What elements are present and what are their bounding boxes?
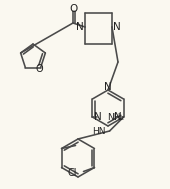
Text: HN: HN	[92, 128, 106, 136]
Text: O: O	[36, 64, 44, 74]
Text: N: N	[94, 112, 102, 122]
Text: N: N	[113, 22, 121, 32]
Text: O: O	[70, 4, 78, 14]
Text: NH₂: NH₂	[107, 112, 125, 122]
Text: N: N	[114, 112, 122, 122]
Text: N: N	[104, 81, 112, 91]
Text: Cl: Cl	[68, 167, 78, 177]
Text: N: N	[76, 22, 84, 32]
